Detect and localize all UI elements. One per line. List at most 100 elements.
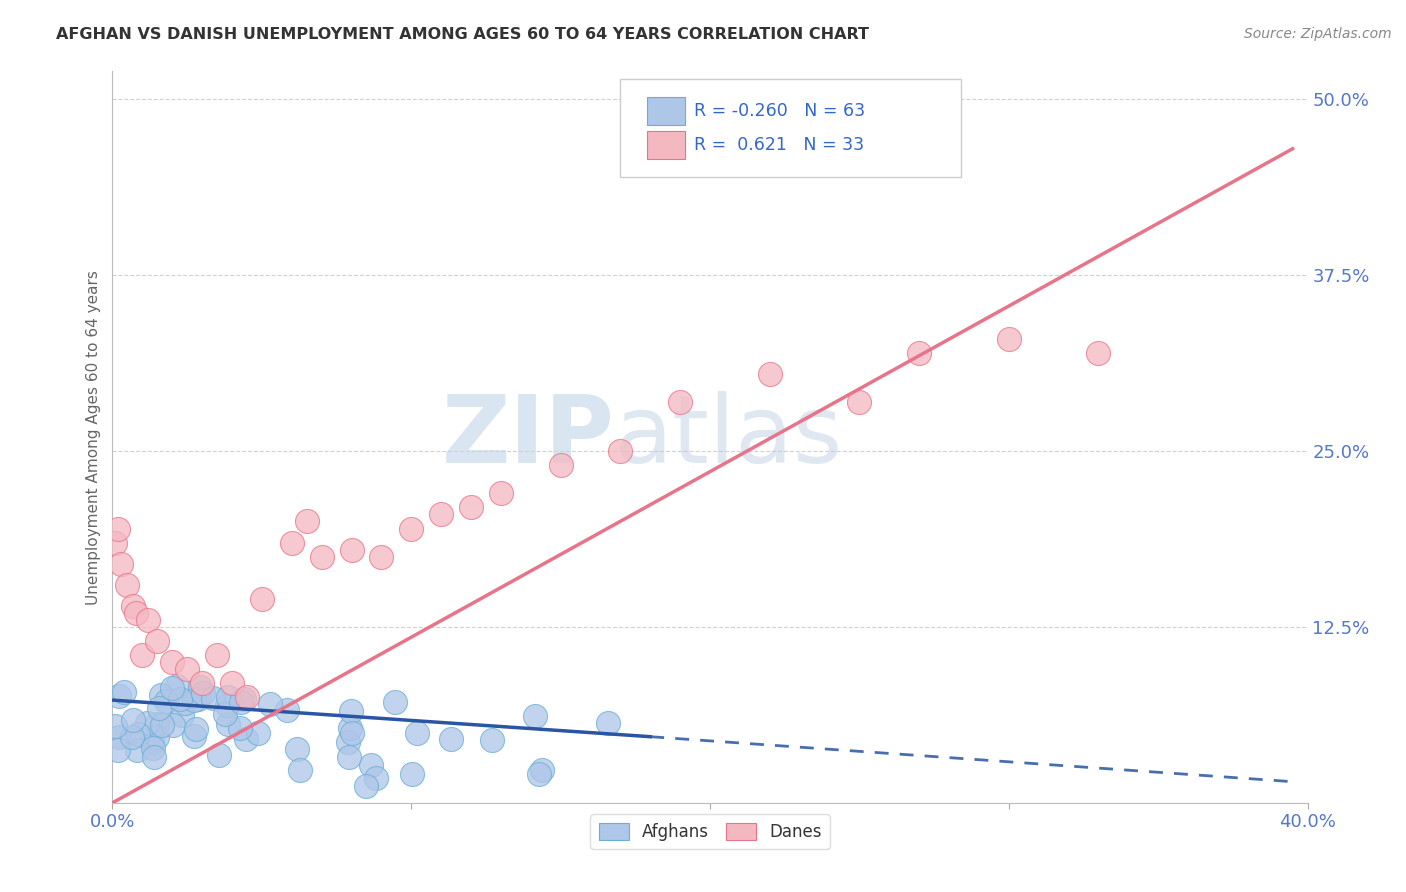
- Point: [287, 742, 309, 756]
- Point: [183, 693, 205, 707]
- Point: [229, 695, 252, 709]
- Point: [117, 578, 139, 592]
- Point: [339, 721, 361, 735]
- Point: [104, 535, 127, 549]
- Point: [162, 655, 183, 669]
- Point: [131, 648, 153, 662]
- Point: [107, 743, 129, 757]
- Point: [122, 599, 145, 613]
- Point: [550, 458, 572, 473]
- Point: [183, 729, 205, 743]
- Point: [107, 521, 129, 535]
- Point: [188, 681, 211, 695]
- Point: [166, 679, 188, 693]
- Point: [108, 730, 131, 744]
- Point: [609, 444, 631, 458]
- Point: [125, 743, 148, 757]
- Point: [141, 735, 163, 749]
- Point: [998, 332, 1021, 346]
- Point: [202, 690, 225, 705]
- Text: ZIP: ZIP: [441, 391, 614, 483]
- Point: [150, 718, 173, 732]
- Point: [669, 395, 692, 409]
- Point: [173, 696, 195, 710]
- Point: [146, 717, 169, 731]
- Point: [598, 715, 620, 730]
- Point: [229, 721, 252, 735]
- Point: [127, 727, 149, 741]
- Point: [135, 716, 157, 731]
- Point: [384, 695, 406, 709]
- Point: [276, 703, 298, 717]
- Point: [110, 557, 132, 571]
- Point: [481, 733, 503, 747]
- Point: [162, 681, 184, 695]
- Point: [337, 735, 360, 749]
- Point: [217, 690, 239, 704]
- Point: [1087, 345, 1109, 359]
- Point: [169, 691, 191, 706]
- FancyBboxPatch shape: [620, 78, 962, 178]
- Bar: [647, 131, 685, 159]
- Point: [108, 689, 131, 703]
- Point: [401, 767, 423, 781]
- Point: [259, 698, 281, 712]
- Point: [146, 730, 169, 744]
- Bar: [647, 97, 685, 125]
- Point: [184, 722, 207, 736]
- Point: [489, 486, 512, 500]
- Point: [250, 591, 273, 606]
- Point: [155, 693, 177, 707]
- Point: [759, 367, 782, 381]
- Point: [440, 731, 463, 746]
- Point: [288, 764, 311, 778]
- Point: [122, 713, 145, 727]
- Point: [215, 698, 238, 712]
- Point: [149, 688, 172, 702]
- Text: R = -0.260   N = 63: R = -0.260 N = 63: [695, 102, 866, 120]
- Point: [311, 549, 333, 564]
- Point: [460, 500, 482, 515]
- Text: Source: ZipAtlas.com: Source: ZipAtlas.com: [1244, 27, 1392, 41]
- Point: [205, 648, 228, 662]
- Point: [176, 662, 198, 676]
- Point: [354, 779, 377, 793]
- Point: [340, 542, 363, 557]
- Point: [401, 521, 423, 535]
- Point: [121, 731, 143, 745]
- Point: [146, 634, 169, 648]
- Point: [191, 686, 214, 700]
- Text: atlas: atlas: [614, 391, 842, 483]
- Point: [232, 692, 254, 706]
- Point: [172, 707, 194, 722]
- Point: [217, 716, 239, 731]
- Point: [281, 535, 304, 549]
- Point: [430, 508, 453, 522]
- Point: [340, 726, 363, 740]
- Point: [524, 709, 547, 723]
- Text: AFGHAN VS DANISH UNEMPLOYMENT AMONG AGES 60 TO 64 YEARS CORRELATION CHART: AFGHAN VS DANISH UNEMPLOYMENT AMONG AGES…: [56, 27, 869, 42]
- Point: [295, 515, 318, 529]
- Point: [337, 749, 360, 764]
- Point: [340, 704, 363, 718]
- Point: [848, 395, 870, 409]
- Point: [366, 771, 388, 785]
- Point: [908, 345, 931, 359]
- Point: [143, 750, 166, 764]
- Point: [148, 701, 170, 715]
- Point: [370, 549, 392, 564]
- Point: [191, 676, 214, 690]
- Point: [405, 726, 427, 740]
- Point: [125, 606, 148, 620]
- Point: [104, 719, 127, 733]
- Point: [235, 732, 257, 747]
- Point: [187, 692, 209, 706]
- Point: [162, 718, 184, 732]
- Point: [112, 685, 135, 699]
- Point: [138, 613, 160, 627]
- Legend: Afghans, Danes: Afghans, Danes: [591, 814, 830, 849]
- Point: [360, 757, 382, 772]
- Point: [214, 707, 236, 722]
- Point: [236, 690, 259, 705]
- Text: R =  0.621   N = 33: R = 0.621 N = 33: [695, 136, 865, 154]
